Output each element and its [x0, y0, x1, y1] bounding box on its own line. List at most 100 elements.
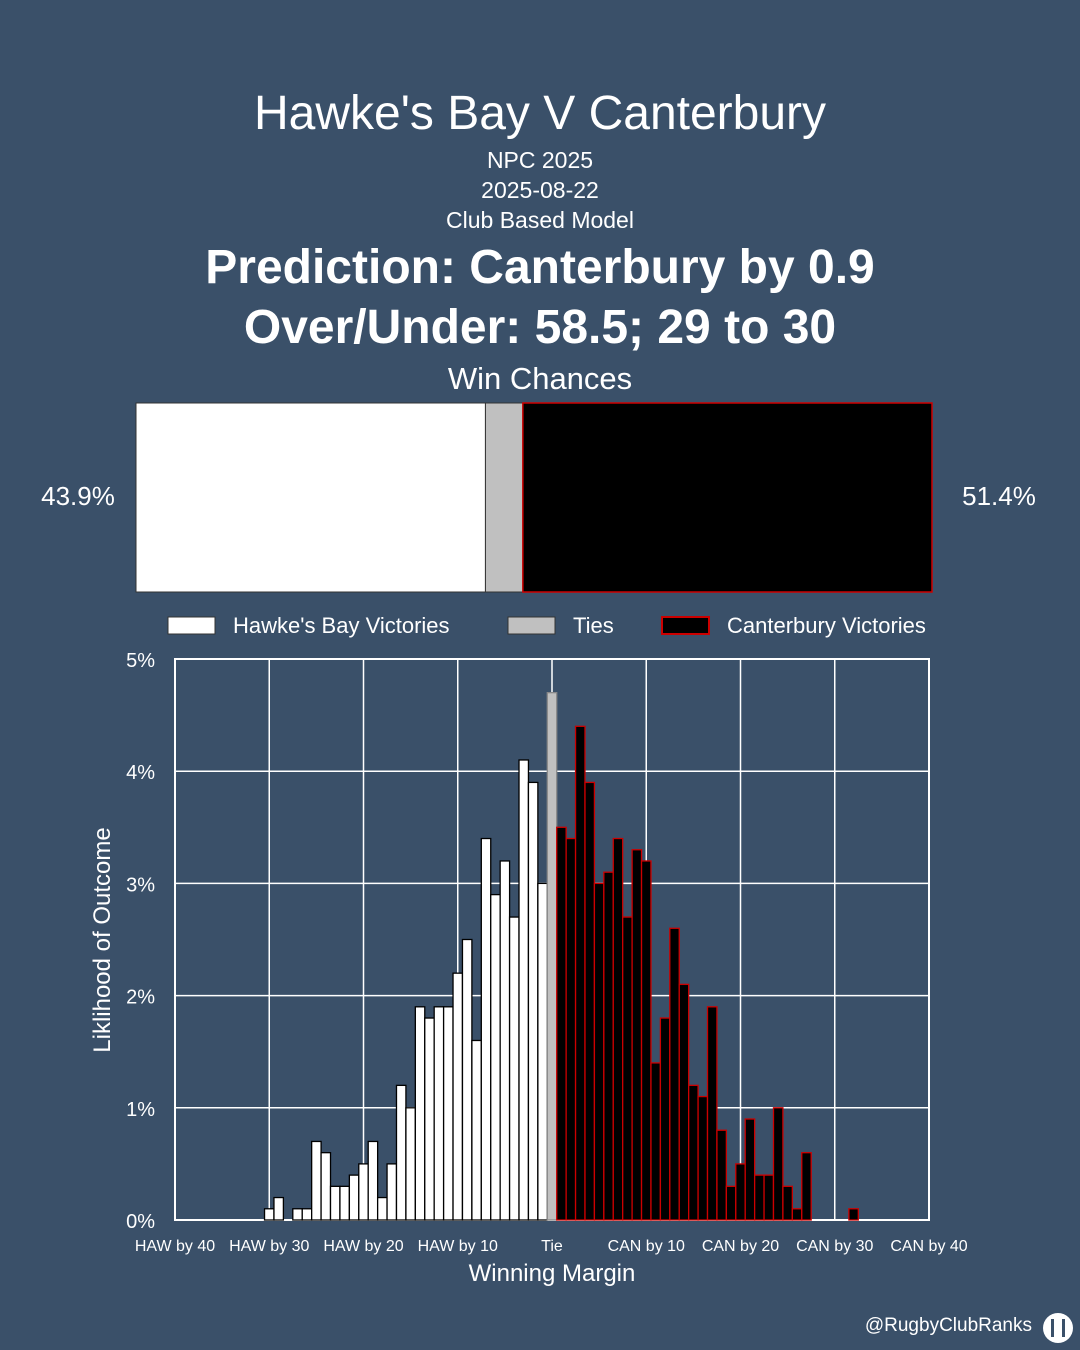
- bar-0-7: [339, 1185, 351, 1221]
- legend-label-2: Canterbury Victories: [727, 613, 926, 638]
- brand-logo-icon: [1043, 1313, 1073, 1343]
- bar-2-22: [763, 1174, 775, 1221]
- bar-2-15: [697, 1095, 709, 1221]
- bar-0-10: [367, 1140, 379, 1221]
- bar-0-19: [452, 972, 464, 1221]
- x-axis-label: Winning Margin: [469, 1260, 636, 1287]
- bar-0-23: [490, 893, 501, 1221]
- bar-0-22: [480, 837, 492, 1221]
- bar-0-16: [424, 1017, 435, 1221]
- bar-0-15: [414, 1006, 426, 1221]
- bar-2-12: [669, 927, 680, 1221]
- bar-0-6: [329, 1185, 341, 1221]
- bar-2-9: [640, 860, 652, 1221]
- bar-2-13: [678, 983, 690, 1221]
- bar-0-8: [348, 1174, 360, 1221]
- bar-2-0: [556, 826, 567, 1221]
- x-tick-label: CAN by 40: [890, 1238, 967, 1255]
- win-bar-away: [522, 402, 933, 593]
- x-tick-label: CAN by 30: [796, 1238, 873, 1255]
- bar-2-11: [659, 1017, 671, 1221]
- page-title: Hawke's Bay V Canterbury: [253, 87, 827, 140]
- bar-2-14: [688, 1084, 699, 1221]
- bar-2-5: [603, 871, 614, 1221]
- bar-2-7: [622, 916, 633, 1221]
- grid-lines: [174, 658, 930, 1221]
- bar-0-24: [499, 860, 511, 1221]
- bar-0-20: [461, 938, 473, 1221]
- bar-0-14: [405, 1107, 416, 1221]
- bar-0-5: [320, 1152, 332, 1221]
- bar-2-21: [753, 1174, 765, 1221]
- bar-2-6: [612, 837, 624, 1221]
- bar-2-4: [593, 882, 605, 1221]
- y-tick-label: 2%: [126, 987, 155, 1009]
- legend-swatch-2: [661, 616, 710, 635]
- bar-2-26: [801, 1152, 812, 1221]
- x-tick-label: Tie: [541, 1238, 563, 1255]
- bar-2-10: [650, 1062, 662, 1221]
- x-tick-label: HAW by 10: [418, 1238, 498, 1255]
- y-axis-label: Liklihood of Outcome: [89, 827, 116, 1052]
- x-tick-label: CAN by 10: [608, 1238, 685, 1255]
- bar-2-25: [791, 1208, 803, 1221]
- y-tick-label: 1%: [126, 1099, 155, 1121]
- win-bar-tie: [484, 402, 524, 593]
- bar-2-24: [782, 1185, 793, 1221]
- x-axis-ticks: HAW by 40 HAW by 30 HAW by 20 HAW by 10 Tie C…: [135, 1238, 968, 1255]
- win-bar-home: [135, 402, 486, 593]
- y-tick-label: 5%: [126, 650, 155, 672]
- bar-2-2: [574, 725, 586, 1221]
- bar-0-3: [301, 1208, 313, 1221]
- y-axis-ticks: 0% 1% 2% 3% 4% 5%: [126, 650, 155, 1233]
- y-tick-label: 3%: [126, 874, 155, 896]
- y-tick-label: 0%: [126, 1211, 155, 1233]
- bar-0-0: [263, 1208, 275, 1221]
- bar-2-16: [706, 1006, 718, 1221]
- away-win-percentage: 51.4%: [962, 481, 1036, 511]
- over-under-text: Over/Under: 58.5; 29 to 30: [243, 301, 837, 354]
- x-tick-label: CAN by 20: [702, 1238, 779, 1255]
- bar-2-30: [848, 1208, 859, 1221]
- twitter-handle: @RugbyClubRanks: [864, 1315, 1032, 1336]
- histogram-bars: [263, 692, 859, 1221]
- bar-2-3: [584, 781, 596, 1221]
- x-tick-label: HAW by 20: [323, 1238, 403, 1255]
- bar-2-17: [716, 1129, 728, 1221]
- bar-2-1: [565, 837, 577, 1221]
- bar-2-20: [744, 1118, 756, 1221]
- plot-frame: [174, 658, 930, 1221]
- bar-0-12: [386, 1163, 398, 1221]
- x-tick-label: HAW by 30: [229, 1238, 309, 1255]
- home-win-percentage: 43.9%: [41, 481, 115, 511]
- bar-2-8: [631, 849, 643, 1221]
- bar-0-13: [395, 1084, 407, 1221]
- legend-label-0: Hawke's Bay Victories: [233, 613, 450, 638]
- bar-0-2: [292, 1208, 303, 1221]
- match-date: 2025-08-22: [481, 177, 599, 203]
- bar-0-4: [311, 1140, 322, 1221]
- bar-0-1: [273, 1196, 285, 1221]
- prediction-text: Prediction: Canterbury by 0.9: [205, 241, 875, 294]
- x-tick-label: HAW by 40: [135, 1238, 215, 1255]
- model-label: Club Based Model: [446, 207, 634, 233]
- bar-2-18: [725, 1185, 737, 1221]
- win-chances-title: Win Chances: [447, 361, 633, 396]
- bar-1-0: [546, 692, 558, 1221]
- bar-0-17: [433, 1006, 445, 1221]
- competition-label: NPC 2025: [486, 147, 594, 173]
- bar-2-19: [735, 1163, 746, 1221]
- bar-0-27: [527, 781, 539, 1221]
- bar-0-18: [442, 1006, 454, 1221]
- y-tick-label: 4%: [126, 762, 155, 784]
- bar-0-25: [508, 916, 520, 1221]
- bar-2-23: [772, 1107, 784, 1221]
- legend-swatch-0: [167, 616, 216, 635]
- bar-0-26: [518, 759, 530, 1221]
- bar-0-28: [537, 882, 548, 1221]
- bar-0-9: [358, 1163, 369, 1221]
- bar-0-21: [471, 1039, 482, 1221]
- bar-0-11: [376, 1196, 388, 1221]
- legend-label-1: Ties: [573, 613, 614, 638]
- legend-swatch-1: [507, 616, 556, 635]
